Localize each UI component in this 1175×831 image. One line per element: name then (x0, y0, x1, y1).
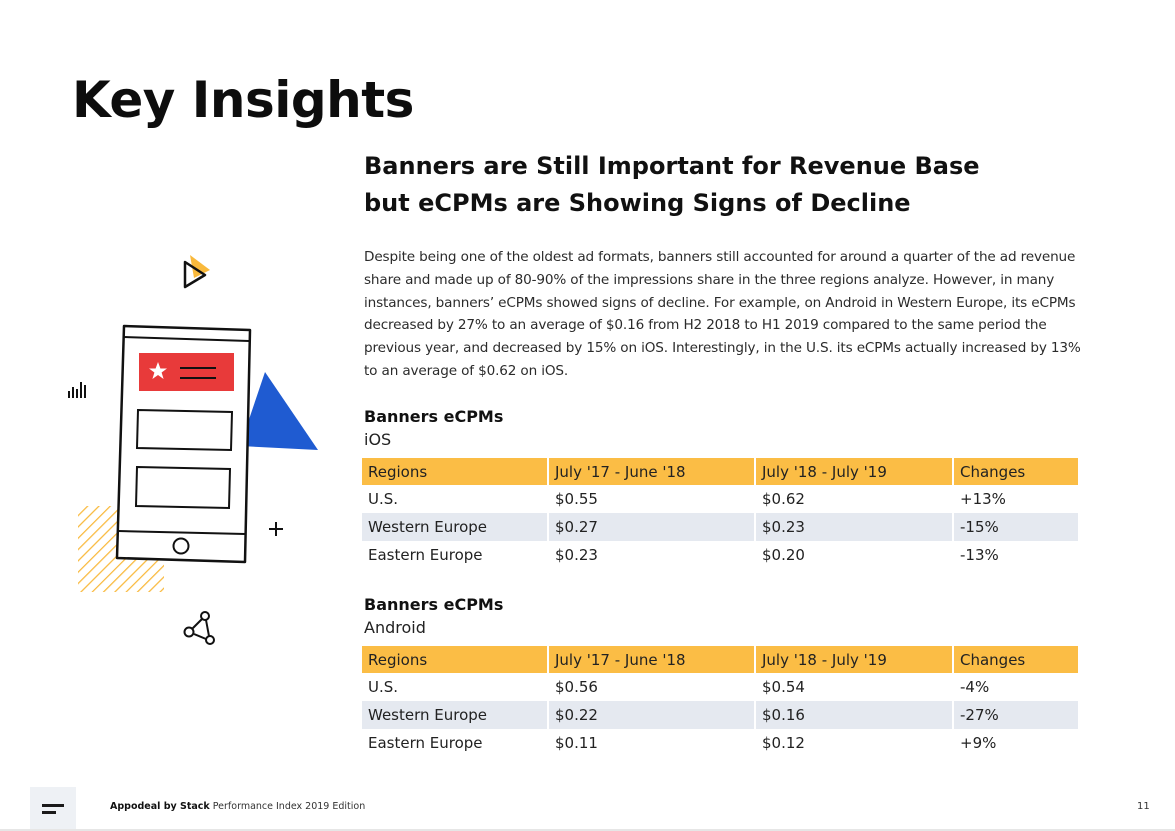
phone-outline (115, 324, 252, 564)
table-header-row: Regions July '17 - June '18 July '18 - J… (362, 458, 1078, 485)
menu-logo-icon (30, 787, 76, 829)
ios-table-title: Banners eCPMs (364, 407, 504, 426)
cell-value: $0.54 (755, 673, 954, 701)
cell-region: Eastern Europe (362, 541, 549, 569)
share-icon (183, 611, 215, 645)
android-ecpm-table: Regions July '17 - June '18 July '18 - J… (362, 646, 1078, 757)
table-row: Eastern Europe $0.11 $0.12 +9% (362, 729, 1078, 757)
cell-value: $0.20 (755, 541, 954, 569)
ios-table-subtitle: iOS (364, 430, 392, 449)
cell-value: $0.62 (755, 485, 954, 513)
header-period-2: July '18 - July '19 (755, 458, 954, 485)
footer-divider (0, 829, 1175, 831)
cell-value: $0.22 (548, 701, 756, 729)
page-number: 11 (1137, 801, 1150, 812)
table-row: Eastern Europe $0.23 $0.20 -13% (362, 541, 1078, 569)
page-title: Key Insights (72, 71, 414, 129)
play-icon (183, 255, 210, 289)
table-header-row: Regions July '17 - June '18 July '18 - J… (362, 646, 1078, 673)
cell-change: -15% (953, 513, 1078, 541)
header-changes: Changes (953, 458, 1078, 485)
bar-chart-icon (68, 382, 86, 398)
header-period-2: July '18 - July '19 (755, 646, 954, 673)
cell-value: $0.55 (548, 485, 756, 513)
headline-line-2: but eCPMs are Showing Signs of Decline (364, 189, 911, 217)
table-row: U.S. $0.56 $0.54 -4% (362, 673, 1078, 701)
cell-value: $0.23 (755, 513, 954, 541)
cell-value: $0.16 (755, 701, 954, 729)
header-period-1: July '17 - June '18 (548, 646, 756, 673)
cell-change: -27% (953, 701, 1078, 729)
star-icon (149, 362, 167, 379)
header-regions: Regions (362, 458, 549, 485)
header-regions: Regions (362, 646, 549, 673)
footer-brand: Appodeal by Stack (110, 801, 210, 812)
cell-change: +9% (960, 734, 997, 752)
cell-value: $0.27 (548, 513, 756, 541)
cell-change: -13% (960, 546, 999, 564)
phone-illustration (68, 255, 318, 645)
cell-value: $0.56 (548, 673, 756, 701)
cell-region: Eastern Europe (362, 729, 549, 757)
headline-line-1: Banners are Still Important for Revenue … (364, 152, 980, 180)
android-table-subtitle: Android (364, 618, 426, 637)
android-table-block: Banners eCPMs Android Regions July '17 -… (362, 594, 1078, 757)
body-paragraph: Despite being one of the oldest ad forma… (364, 249, 1081, 379)
cell-region: Western Europe (362, 701, 549, 729)
section-headline: Banners are Still Important for Revenue … (364, 148, 1064, 222)
header-period-1: July '17 - June '18 (548, 458, 756, 485)
ios-table-block: Banners eCPMs iOS Regions July '17 - Jun… (362, 406, 1078, 569)
cell-change: -4% (960, 678, 990, 696)
ios-ecpm-table: Regions July '17 - June '18 July '18 - J… (362, 458, 1078, 569)
header-changes: Changes (953, 646, 1078, 673)
table-row: Western Europe $0.27 $0.23 -15% (362, 513, 1078, 541)
cell-region: U.S. (362, 485, 549, 513)
triangle-decoration (240, 372, 318, 450)
cell-change: +13% (960, 490, 1006, 508)
footer-credit: Appodeal by Stack Performance Index 2019… (110, 801, 365, 812)
cell-value: $0.12 (755, 729, 954, 757)
cell-region: U.S. (362, 673, 549, 701)
cell-value: $0.11 (548, 729, 756, 757)
plus-icon (269, 522, 283, 536)
footer-edition: Performance Index 2019 Edition (212, 801, 366, 812)
cell-region: Western Europe (362, 513, 549, 541)
cell-value: $0.23 (548, 541, 756, 569)
table-row: U.S. $0.55 $0.62 +13% (362, 485, 1078, 513)
android-table-title: Banners eCPMs (364, 595, 504, 614)
table-row: Western Europe $0.22 $0.16 -27% (362, 701, 1078, 729)
